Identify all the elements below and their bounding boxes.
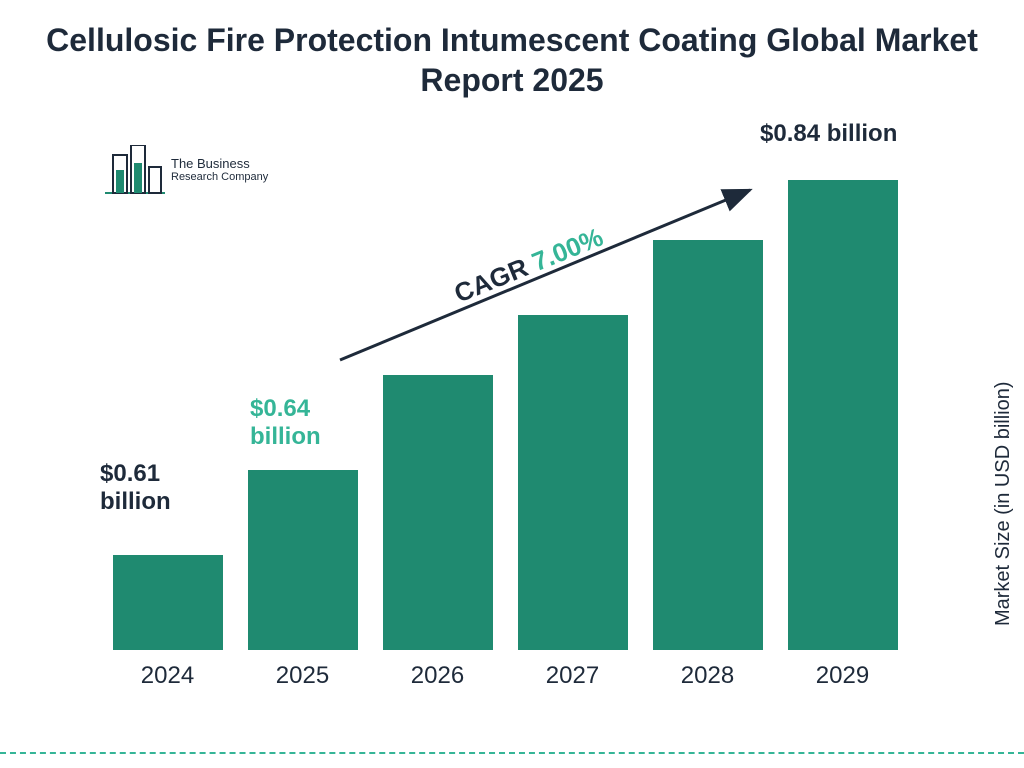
x-label-2024: 2024 [108, 654, 228, 690]
bar-2025 [248, 470, 358, 650]
value-label-2029: $0.84 billion [760, 120, 897, 148]
bottom-divider [0, 752, 1024, 754]
bar-2026 [383, 375, 493, 650]
bars-container [90, 130, 920, 650]
value-label-2024: $0.61 billion [100, 460, 171, 515]
x-label-2028: 2028 [648, 654, 768, 690]
bar-2029 [788, 180, 898, 650]
chart-area: 2024 2025 2026 2027 2028 2029 [90, 130, 920, 690]
bar-2024 [113, 555, 223, 650]
y-axis-label: Market Size (in USD billion) [993, 382, 1016, 627]
value-label-2025: $0.64 billion [250, 395, 321, 450]
x-label-2027: 2027 [513, 654, 633, 690]
x-label-2026: 2026 [378, 654, 498, 690]
chart-title: Cellulosic Fire Protection Intumescent C… [0, 20, 1024, 100]
bar-2028 [653, 240, 763, 650]
bar-2027 [518, 315, 628, 650]
x-label-2025: 2025 [243, 654, 363, 690]
x-axis-labels: 2024 2025 2026 2027 2028 2029 [90, 654, 920, 690]
x-label-2029: 2029 [783, 654, 903, 690]
